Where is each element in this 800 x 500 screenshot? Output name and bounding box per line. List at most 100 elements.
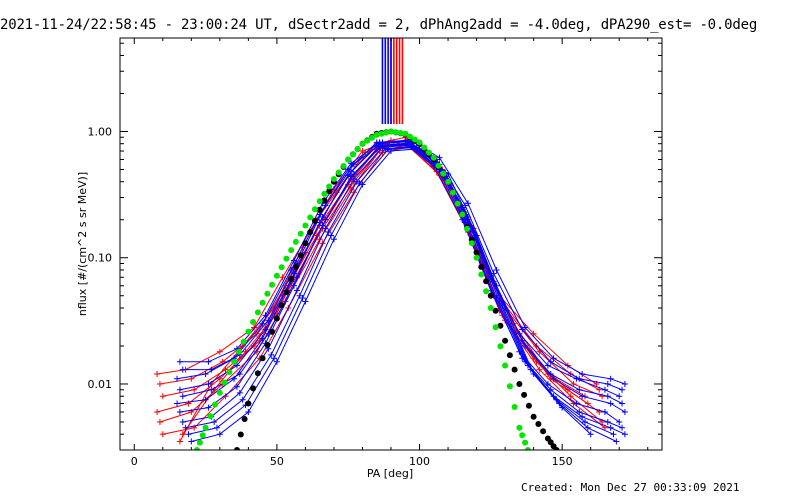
data-point-marker — [231, 375, 238, 382]
data-point-marker — [348, 160, 355, 167]
model-curve-dot — [311, 217, 318, 224]
data-point-marker — [567, 393, 574, 400]
model-curve-dot — [506, 383, 513, 390]
model-curve-dot — [492, 307, 499, 314]
data-point-marker — [576, 408, 583, 415]
model-curve-dot — [335, 169, 342, 176]
model-curve-dot — [216, 389, 223, 396]
model-curve-dot — [235, 348, 242, 355]
model-curve-dot — [273, 272, 280, 279]
data-point-marker — [251, 324, 258, 331]
data-point-marker — [610, 431, 617, 438]
model-curve-dot — [487, 292, 494, 299]
data-point-marker — [205, 358, 212, 365]
data-point-marker — [156, 418, 163, 425]
model-curve-dot — [264, 290, 271, 297]
data-point-marker — [581, 418, 588, 425]
model-curve-dot — [307, 214, 314, 221]
data-point-marker — [208, 386, 215, 393]
model-curve-dot — [502, 362, 509, 369]
data-point-marker — [490, 270, 497, 277]
data-point-marker — [291, 282, 298, 289]
data-point-marker — [601, 386, 608, 393]
data-point-marker — [174, 400, 181, 407]
data-point-marker — [268, 351, 275, 358]
model-curve-dot — [364, 137, 371, 144]
data-point-marker — [179, 431, 186, 438]
model-curve-dot — [302, 222, 309, 229]
data-point-marker — [271, 355, 278, 362]
data-point-marker — [519, 326, 526, 333]
model-curve-dot — [297, 252, 304, 259]
model-curve-dot — [350, 151, 356, 158]
data-point-marker — [279, 274, 286, 281]
model-curve-dot — [199, 432, 206, 439]
data-point-marker — [293, 287, 300, 294]
x-tick-label: 50 — [270, 455, 284, 468]
model-curve-dot — [212, 401, 219, 408]
data-point-marker — [205, 380, 212, 387]
model-curve-dot — [473, 254, 480, 261]
data-point-marker — [179, 418, 186, 425]
model-curve-dot — [207, 413, 214, 420]
model-curve-dot — [535, 421, 542, 427]
data-point-marker — [376, 139, 383, 146]
model-curve-dot — [259, 299, 266, 306]
model-curve-dot — [522, 439, 529, 446]
data-point-marker — [154, 370, 161, 377]
model-curve-dot — [311, 206, 318, 213]
model-curve-dot — [397, 130, 404, 136]
data-point-marker — [262, 312, 269, 319]
series-line — [191, 148, 592, 442]
data-point-marker — [353, 178, 360, 185]
model-curve-dot — [421, 144, 428, 151]
data-point-marker — [205, 404, 212, 411]
data-point-marker — [616, 418, 623, 425]
data-point-marker — [530, 370, 537, 377]
model-curve-dot — [473, 249, 480, 256]
model-curve-dot — [226, 369, 233, 376]
y-tick-label: 1.00 — [88, 125, 113, 138]
data-point-marker — [604, 418, 611, 425]
data-point-marker — [299, 294, 306, 301]
model-curve-dot — [321, 197, 328, 204]
model-curve-dot — [194, 447, 200, 450]
model-curve-dot — [221, 379, 228, 386]
series-line — [157, 136, 597, 385]
data-point-marker — [185, 431, 192, 438]
data-point-marker — [236, 389, 243, 396]
model-curve-dot — [316, 198, 323, 205]
model-curve-dot — [196, 439, 203, 446]
model-curve-dot — [245, 328, 252, 335]
data-point-marker — [607, 424, 614, 431]
model-curve-dot — [516, 381, 523, 387]
model-curve-dot — [283, 289, 290, 296]
model-curve-dot — [373, 131, 380, 138]
data-point-marker — [607, 400, 614, 407]
data-point-marker — [259, 320, 266, 327]
data-point-marker — [599, 393, 606, 400]
data-point-marker — [233, 383, 240, 390]
model-curve-dot — [426, 149, 432, 156]
data-point-marker — [382, 145, 389, 152]
model-curve-dot — [383, 129, 390, 136]
y-axis-label: nflux [#/(cm^2 s sr MeV)] — [76, 172, 89, 316]
model-curve-dot — [519, 432, 526, 439]
data-point-marker — [216, 348, 223, 355]
data-point-marker — [619, 424, 626, 431]
data-point-marker — [530, 330, 537, 337]
model-curve-dot — [307, 229, 314, 236]
data-point-marker — [547, 358, 554, 365]
model-curve-dot — [369, 134, 375, 141]
data-point-marker — [213, 424, 220, 431]
data-point-marker — [536, 366, 543, 373]
model-curve-dot — [464, 225, 471, 232]
model-curve-dot — [273, 315, 280, 322]
model-curve-dot — [240, 338, 247, 345]
model-curve-dot — [435, 162, 442, 169]
data-point-marker — [584, 400, 591, 407]
data-point-marker — [388, 148, 394, 155]
model-curve-dot — [302, 240, 309, 247]
data-point-marker — [522, 342, 529, 349]
model-curve-dot — [445, 178, 452, 185]
